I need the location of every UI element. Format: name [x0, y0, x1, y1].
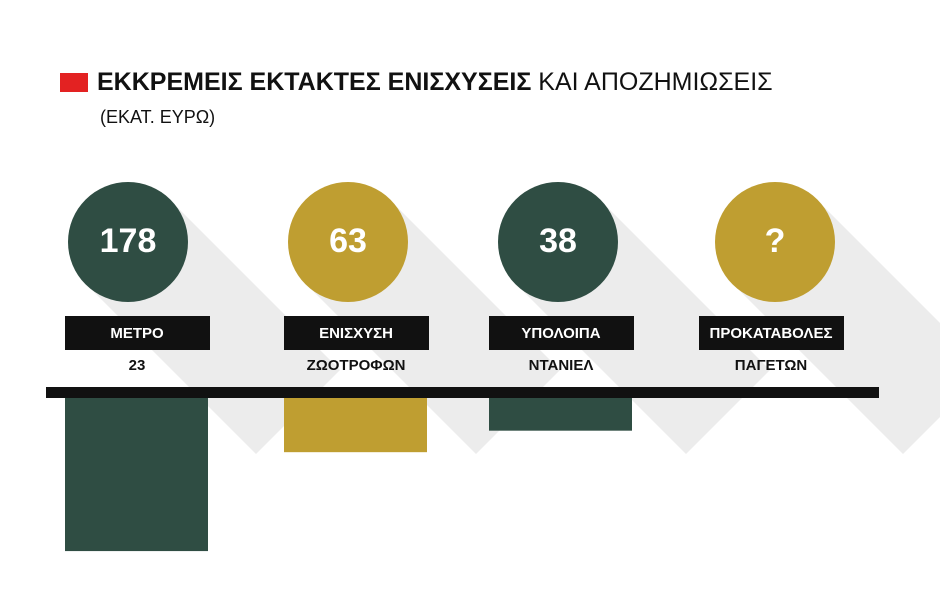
chart-title: ΕΚΚΡΕΜΕΙΣ ΕΚΤΑΚΤΕΣ ΕΝΙΣΧΥΣΕΙΣ ΚΑΙ ΑΠΟΖΗΜ… [97, 68, 773, 96]
baseline [46, 387, 879, 398]
chart-subtitle: (ΕΚΑΤ. ΕΥΡΩ) [100, 107, 215, 127]
value-label: 63 [329, 222, 367, 260]
value-label: 178 [100, 222, 157, 260]
category-label: ΝΤΑΝΙΕΛ [529, 357, 594, 374]
category-label: ΥΠΟΛΟΙΠΑ [521, 325, 600, 342]
marks: 178 ΜΕΤΡΟ 23 63 ΕΝΙΣΧΥΣΗ ΖΩΟΤΡΟΦΩΝ 38 ΥΠΟΛΟΙΠΑ Ν… [65, 182, 844, 552]
value-circle [715, 182, 835, 302]
bar [284, 398, 427, 453]
bar [489, 398, 632, 431]
value-label: ? [765, 222, 786, 260]
category-box [65, 316, 210, 350]
category-label: ΖΩΟΤΡΟΦΩΝ [307, 357, 406, 374]
title-bold: ΕΚΚΡΕΜΕΙΣ ΕΚΤΑΚΤΕΣ ΕΝΙΣΧΥΣΕΙΣ [97, 68, 531, 96]
value-circle [288, 182, 408, 302]
category-label: ΠΡΟΚΑΤΑΒΟΛΕΣ [710, 325, 833, 342]
category-label: 23 [129, 357, 146, 374]
category-box [284, 316, 429, 350]
category-box [699, 316, 844, 350]
category-label: ΠΑΓΕΤΩΝ [735, 357, 807, 374]
category-label: ΜΕΤΡΟ [110, 325, 164, 342]
title-regular: ΚΑΙ ΑΠΟΖΗΜΙΩΣΕΙΣ [538, 68, 772, 96]
title-marker [60, 73, 88, 92]
value-label: 38 [539, 222, 577, 260]
value-circle [68, 182, 188, 302]
bar [65, 398, 208, 552]
value-circle [498, 182, 618, 302]
category-label: ΕΝΙΣΧΥΣΗ [319, 325, 393, 342]
category-box [489, 316, 634, 350]
